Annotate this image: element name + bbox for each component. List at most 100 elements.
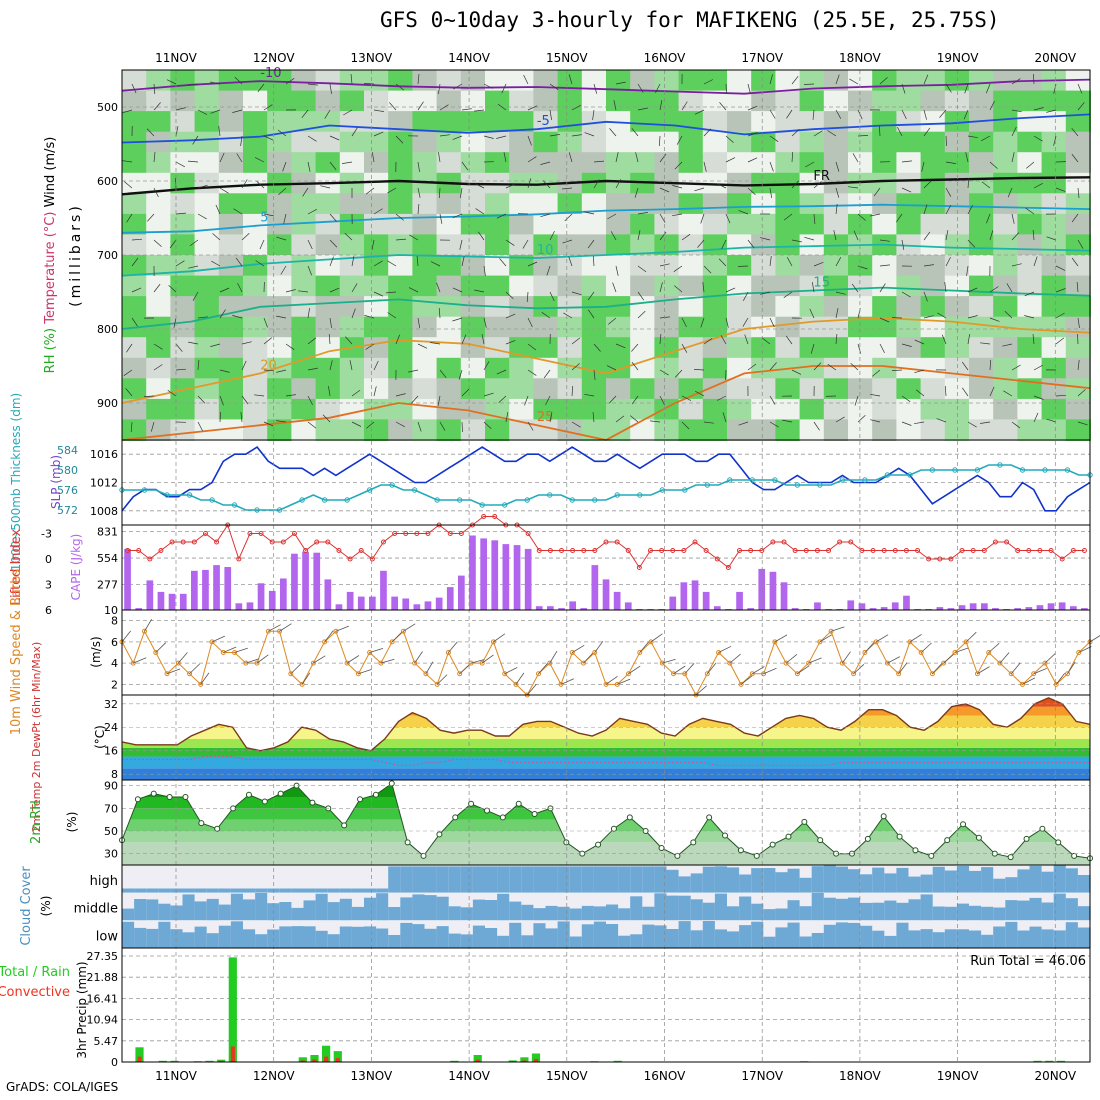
wind-barb (702, 282, 705, 293)
cloud-cell (714, 866, 728, 893)
rh-cell (218, 234, 244, 256)
wind-barb (417, 101, 424, 111)
cloud-cell (315, 888, 329, 893)
cape-bar (502, 544, 510, 610)
wind-barb (342, 161, 353, 164)
wind-speed-point (254, 660, 260, 666)
rh-cell (364, 316, 390, 339)
lifted-index-point (592, 548, 598, 553)
rh-cell (339, 70, 365, 92)
lifted-index-point (380, 539, 386, 545)
wind-barb (256, 654, 269, 664)
rh-cell (727, 70, 753, 92)
rh-cell (146, 193, 172, 215)
rh-cell (654, 337, 680, 359)
rh-cell (823, 193, 849, 215)
wind-barb (452, 287, 463, 293)
cloud-cell (630, 896, 643, 921)
wind-barb (233, 208, 243, 215)
lifted-index-point (781, 539, 787, 545)
rh-cell (388, 255, 414, 277)
wind-barb (126, 343, 133, 353)
wind-barb (672, 213, 683, 217)
wind-barb (373, 131, 384, 137)
wind-barb (615, 179, 622, 189)
rh-cell (751, 255, 777, 277)
lifted-index-point (915, 548, 921, 553)
rh-cell (993, 70, 1019, 92)
thickness-point (682, 487, 688, 493)
lifted-index-point (692, 539, 698, 545)
rh-cell (630, 234, 656, 256)
rh-cell (557, 234, 583, 256)
rh-cell (485, 378, 511, 400)
cloud-cell (533, 923, 547, 948)
rh-cell (944, 337, 970, 359)
wind-barb (703, 338, 713, 345)
cloud-cell (872, 930, 885, 948)
wind-barb (1011, 126, 1017, 137)
cape-bar (981, 603, 988, 610)
rh-cell (678, 275, 704, 298)
rh-cell (775, 316, 801, 339)
wind-barb (835, 257, 842, 267)
wind-barb (389, 102, 397, 111)
rh-point (706, 814, 713, 821)
wind-speed-point (1076, 650, 1082, 655)
rh-cell (823, 90, 849, 113)
wind-barb (571, 363, 580, 371)
rh-cell (823, 337, 849, 359)
wind-barb (497, 103, 507, 111)
wind-barb (153, 187, 159, 198)
rh-cell (170, 90, 196, 113)
thickness-ylabel: 1000~500mb Thickness (dm) (9, 393, 23, 571)
wind-barb (395, 83, 405, 91)
wind-barb (769, 421, 779, 428)
wind-speed-point (603, 681, 609, 687)
rh-cell (654, 275, 680, 298)
wind-barb (167, 390, 177, 397)
rh-point (1071, 852, 1078, 859)
wind-barb (659, 100, 663, 111)
cape-bar (736, 591, 743, 610)
contour-line (121, 203, 1091, 234)
wind-barb (483, 392, 494, 397)
wind-barb (989, 317, 1000, 322)
cloud-cell (400, 866, 413, 893)
cape-bar (780, 582, 788, 610)
lifted-index-point (303, 548, 309, 553)
wind-barb (439, 104, 449, 111)
rh-cell (727, 111, 753, 133)
wind-barb (475, 208, 485, 215)
precip-tick-label: 27.35 (87, 950, 119, 963)
rh-cell (944, 275, 970, 298)
lifted-index-point (125, 548, 131, 553)
lifted-index-point (458, 531, 464, 536)
precip-total-bar (135, 1047, 144, 1062)
wind-barb (584, 132, 595, 137)
rh-cell (727, 337, 753, 359)
rh-cell (896, 275, 922, 298)
rh-cell (1065, 193, 1091, 215)
rh-tick-label: 90 (104, 780, 118, 793)
wind-barb (175, 107, 186, 111)
wind-barb (812, 109, 815, 120)
cloud-cell (981, 906, 994, 921)
wind-barb (351, 283, 358, 293)
wind-barb (703, 79, 714, 85)
rh-cell (751, 337, 777, 359)
wind-barb (263, 135, 274, 141)
lifted-index-point (714, 556, 720, 562)
cloud-cell (860, 874, 873, 893)
precip-total-bar (298, 1057, 307, 1062)
wind-barb (1077, 102, 1085, 111)
rh-cell (1065, 398, 1091, 421)
cloud-cell (364, 897, 377, 921)
wind-barb (631, 127, 639, 137)
wind-barb (923, 109, 927, 120)
wind-barb (240, 135, 243, 146)
wind-barb (234, 647, 248, 653)
rh-cell (751, 111, 777, 133)
wind-barb (791, 128, 800, 137)
thickness-point (884, 472, 891, 478)
